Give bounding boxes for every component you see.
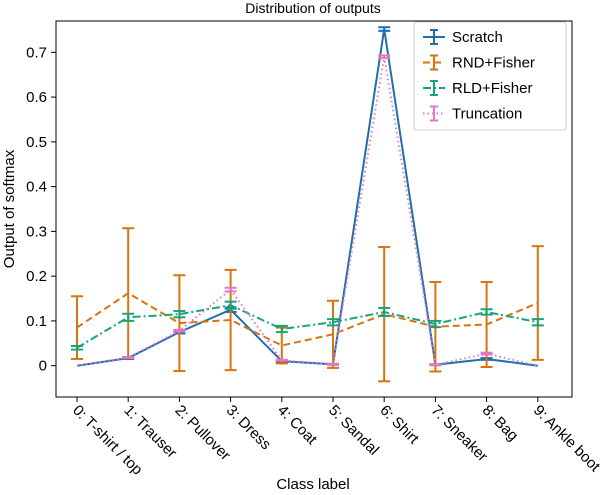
y-tick-label: 0.4 (26, 179, 47, 196)
error-bar (378, 26, 391, 32)
error-bar (173, 310, 186, 319)
error-bar (327, 299, 339, 369)
legend-entry: Truncation (423, 105, 522, 123)
error-bar (378, 306, 391, 317)
y-tick-label: 0.1 (26, 313, 47, 330)
error-bar (122, 227, 135, 360)
error-bar (480, 351, 493, 356)
error-bar (224, 286, 237, 293)
error-bar (275, 358, 288, 362)
error-bar (173, 274, 186, 373)
error-bar (275, 324, 288, 334)
legend-label: RND+Fisher (452, 55, 535, 72)
legend: Scratch RND+Fisher RLD+Fisher Truncation (413, 21, 567, 131)
error-bar (173, 328, 186, 333)
error-bar (378, 54, 391, 60)
x-tick-label: 5: Sandal (325, 402, 382, 459)
legend-label: Truncation (452, 106, 522, 123)
legend-label: RLD+Fisher (452, 80, 532, 97)
error-bar (71, 344, 83, 351)
y-tick-label: 0.2 (26, 268, 47, 285)
x-tick-label: 9: Ankle boot (530, 402, 604, 476)
series-rld-fisher (71, 300, 544, 351)
legend-label: Scratch (452, 29, 503, 46)
x-axis-label: Class label (276, 476, 349, 493)
error-bar (122, 312, 135, 322)
y-tick-label: 0 (39, 358, 47, 375)
chart-title: Distribution of outputs (245, 0, 380, 16)
error-bar (531, 318, 544, 327)
legend-entry: Scratch (423, 29, 503, 46)
y-tick-label: 0.3 (26, 223, 47, 240)
error-bar (122, 356, 135, 360)
error-bar (429, 319, 442, 329)
error-bar (327, 362, 339, 366)
error-bar (480, 308, 493, 316)
x-tick-label: 3: Dress (223, 402, 275, 454)
error-bar (327, 318, 339, 327)
legend-entry: RLD+Fisher (423, 80, 532, 97)
legend-entry: RND+Fisher (423, 54, 535, 72)
series-line (76, 292, 539, 347)
y-tick-label: 0.5 (26, 134, 47, 151)
error-bar (429, 363, 442, 367)
error-bar (224, 300, 237, 310)
series-line (76, 304, 538, 349)
x-tick-label: 6: Shirt (376, 402, 422, 448)
y-tick-label: 0.7 (26, 44, 47, 61)
x-tick-label: 4: Coat (274, 402, 321, 449)
plot-frame (55, 20, 573, 398)
series-truncation (76, 54, 539, 367)
series-rnd-fisher (71, 227, 544, 383)
error-bar (224, 268, 237, 372)
y-axis-label: Output of softmax (1, 149, 18, 268)
x-tick-label: 8: Bag (479, 402, 522, 445)
series-line (76, 56, 539, 367)
error-bar (531, 245, 544, 361)
legend-box (413, 21, 567, 131)
y-tick-label: 0.6 (26, 89, 47, 106)
